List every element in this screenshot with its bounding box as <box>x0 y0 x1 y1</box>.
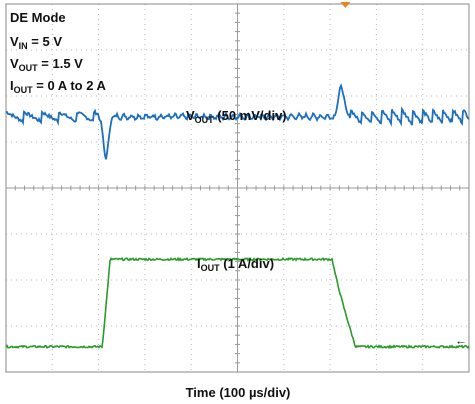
annotation-vout: VOUT = 1.5 V <box>10 56 83 73</box>
plot-border <box>5 3 470 373</box>
series-vout-trace <box>5 83 470 160</box>
annotation-block: DE Mode VIN = 5 V VOUT = 1.5 V IOUT = 0 … <box>10 10 107 95</box>
annotation-iout: IOUT = 0 A to 2 A <box>10 78 107 95</box>
trigger-marker <box>340 2 351 8</box>
series-vout-label: VOUT (50 mV/div) <box>186 108 287 125</box>
series-iout-trace <box>5 256 470 350</box>
chart-grid <box>5 3 470 373</box>
x-axis-label: Time (100 µs/div) <box>186 385 291 400</box>
annotation-mode: DE Mode <box>10 10 66 25</box>
series-iout-label: IOUT (1 A/div) <box>197 256 274 273</box>
ground-marker: ← <box>455 334 467 348</box>
chart-frame <box>5 3 470 373</box>
annotation-vin: VIN = 5 V <box>10 34 62 51</box>
